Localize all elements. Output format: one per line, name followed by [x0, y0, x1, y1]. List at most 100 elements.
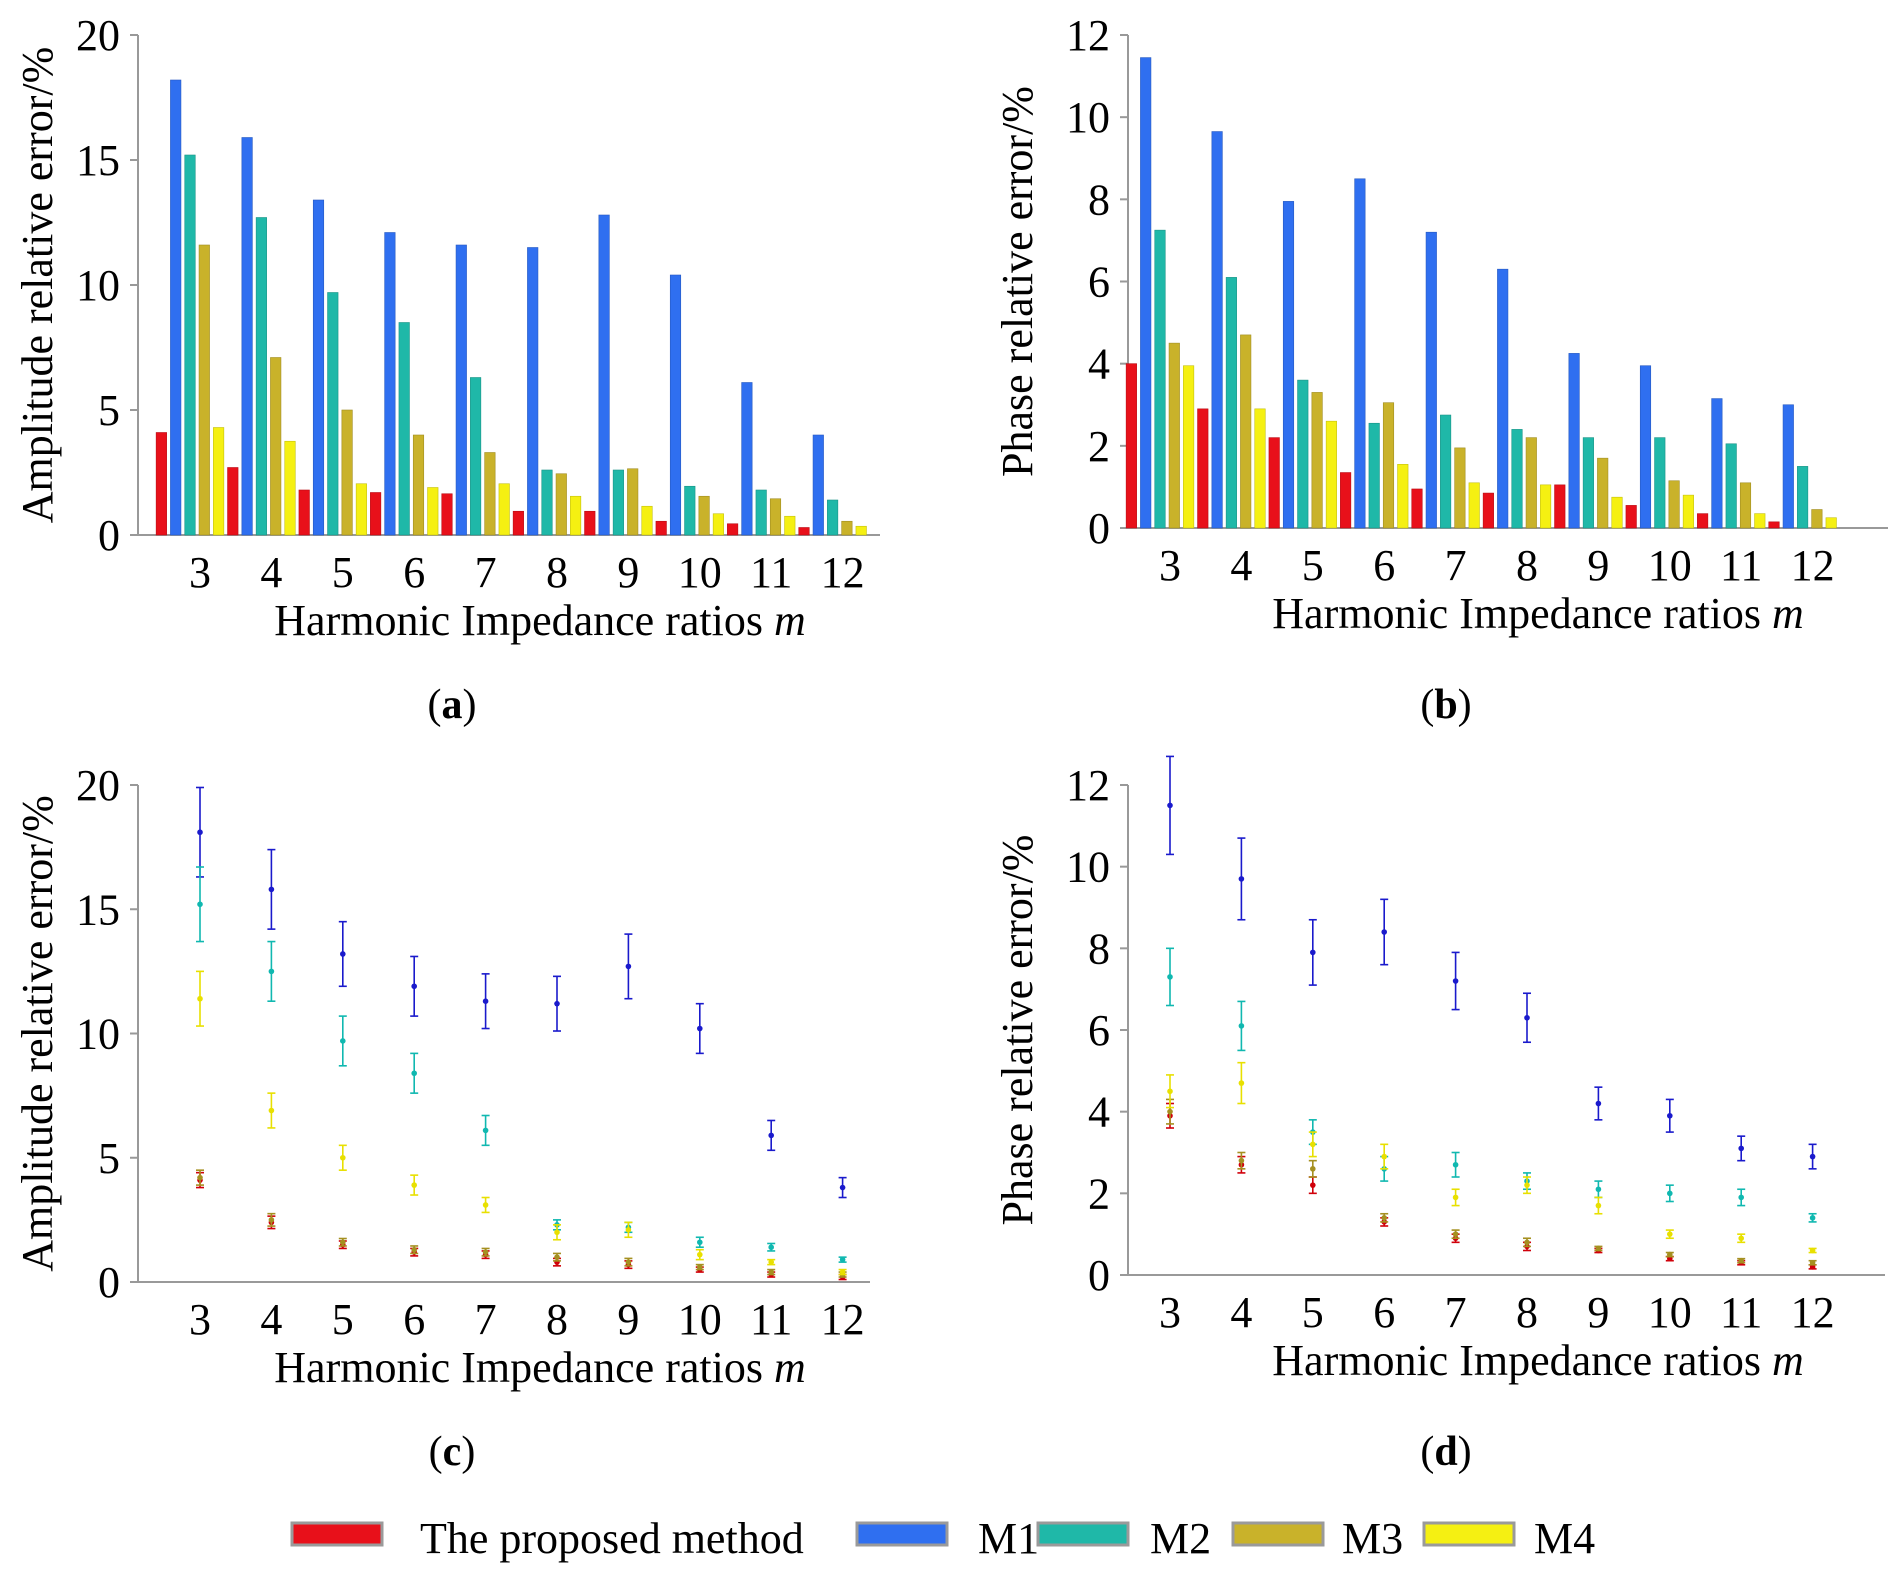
bar-M1 [1782, 404, 1794, 529]
bar-M4 [1468, 482, 1480, 529]
x-tick-label: 12 [1791, 541, 1835, 590]
x-axis-label: Harmonic Impedance ratios m [1272, 589, 1803, 638]
bar-proposed [655, 520, 667, 536]
point-M1 [1808, 1143, 1817, 1170]
bar-M1 [170, 79, 182, 536]
x-tick-label: 11 [750, 548, 792, 597]
x-tick-label: 12 [1791, 1288, 1835, 1337]
y-tick-label: 0 [1088, 504, 1110, 553]
point-M1 [1451, 951, 1460, 1011]
x-tick-label: 10 [1648, 541, 1692, 590]
y-tick-label: 10 [76, 1010, 120, 1059]
point-M3 [267, 1212, 276, 1227]
x-tick-label: 7 [475, 548, 497, 597]
bar-M3 [1739, 482, 1752, 529]
point-M3 [338, 1237, 347, 1247]
bar-M3 [1525, 437, 1537, 529]
x-tick-label: 11 [1720, 541, 1762, 590]
bar-M2 [684, 485, 696, 536]
bar-M2 [1440, 414, 1452, 529]
x-tick-label: 8 [1516, 1288, 1538, 1337]
x-tick-label: 7 [1445, 1288, 1467, 1337]
y-tick-label: 15 [76, 136, 120, 185]
x-tick-label: 6 [403, 1295, 425, 1344]
bar-M1 [1282, 201, 1295, 529]
bar-M1 [669, 274, 682, 536]
legend-label-M4: M4 [1534, 1514, 1595, 1563]
point-M2 [338, 1015, 347, 1067]
panel-d-label: (d) [1420, 1429, 1471, 1475]
y-tick-label: 20 [76, 11, 120, 60]
bar-M3 [555, 473, 567, 536]
bar-proposed [1125, 363, 1137, 529]
point-M4 [1808, 1247, 1817, 1254]
y-tick-label: 10 [76, 261, 120, 310]
bar-M4 [641, 505, 653, 536]
x-tick-label: 9 [1587, 1288, 1609, 1337]
bar-M4 [1183, 365, 1195, 529]
point-M1 [338, 920, 347, 988]
bar-proposed [1268, 437, 1280, 529]
point-M3 [481, 1247, 490, 1257]
point-M4 [338, 1144, 347, 1171]
point-M3 [1451, 1229, 1460, 1240]
x-tick-label: 10 [678, 1295, 722, 1344]
bar-M3 [1597, 457, 1609, 529]
point-M1 [481, 973, 490, 1030]
point-M4 [838, 1268, 847, 1276]
y-tick-label: 20 [76, 761, 120, 810]
bar-M4 [570, 495, 582, 536]
point-M4 [553, 1224, 561, 1241]
point-M4 [267, 1092, 276, 1129]
x-tick-label: 9 [617, 548, 639, 597]
bar-M4 [1682, 494, 1694, 529]
y-tick-label: 8 [1088, 924, 1110, 973]
bar-M3 [1240, 334, 1252, 529]
bar-M1 [741, 382, 753, 536]
panel-c-label: (c) [429, 1429, 476, 1475]
bar-proposed [1554, 484, 1566, 529]
bar-proposed [1625, 505, 1637, 529]
bar-M3 [341, 409, 353, 536]
point-M2 [410, 1052, 419, 1094]
bar-proposed [798, 527, 810, 536]
x-tick-label: 10 [678, 548, 722, 597]
bar-proposed [1340, 472, 1352, 529]
point-M4 [1451, 1188, 1460, 1207]
x-tick-label: 9 [1587, 541, 1609, 590]
point-M4 [695, 1248, 704, 1261]
x-tick-label: 7 [1445, 541, 1467, 590]
point-M4 [1380, 1143, 1389, 1170]
bar-M2 [612, 469, 624, 536]
bar-proposed [227, 467, 239, 536]
x-tick-label: 10 [1648, 1288, 1692, 1337]
bar-M3 [841, 520, 853, 536]
point-M1 [410, 955, 419, 1017]
x-tick-label: 9 [617, 1295, 639, 1344]
legend-label-proposed: The proposed method [420, 1514, 804, 1563]
bar-M2 [398, 322, 410, 536]
x-tick-label: 5 [1302, 1288, 1324, 1337]
legend-label-M2: M2 [1150, 1514, 1211, 1563]
bar-proposed [1768, 521, 1780, 529]
bar-M4 [712, 513, 724, 536]
bar-M1 [1425, 231, 1437, 529]
x-tick-label: 7 [475, 1295, 497, 1344]
bar-M4 [498, 483, 510, 536]
bar-M3 [1811, 509, 1823, 529]
bar-proposed [1411, 488, 1423, 529]
point-M1 [196, 786, 204, 878]
x-axis-label: Harmonic Impedance ratios m [274, 1343, 805, 1392]
bar-M2 [1225, 277, 1237, 529]
x-tick-label: 11 [750, 1295, 792, 1344]
point-M1 [1594, 1086, 1603, 1121]
x-tick-label: 5 [1302, 541, 1324, 590]
y-tick-label: 4 [1088, 1088, 1110, 1137]
y-axis-label: Phase relative error/% [993, 86, 1042, 477]
bar-M1 [527, 247, 539, 536]
bar-M2 [827, 499, 839, 536]
point-M1 [624, 933, 633, 1000]
y-axis-label: Amplitude relative error/% [13, 47, 62, 523]
bar-M2 [1654, 437, 1666, 529]
point-M4 [481, 1196, 490, 1214]
